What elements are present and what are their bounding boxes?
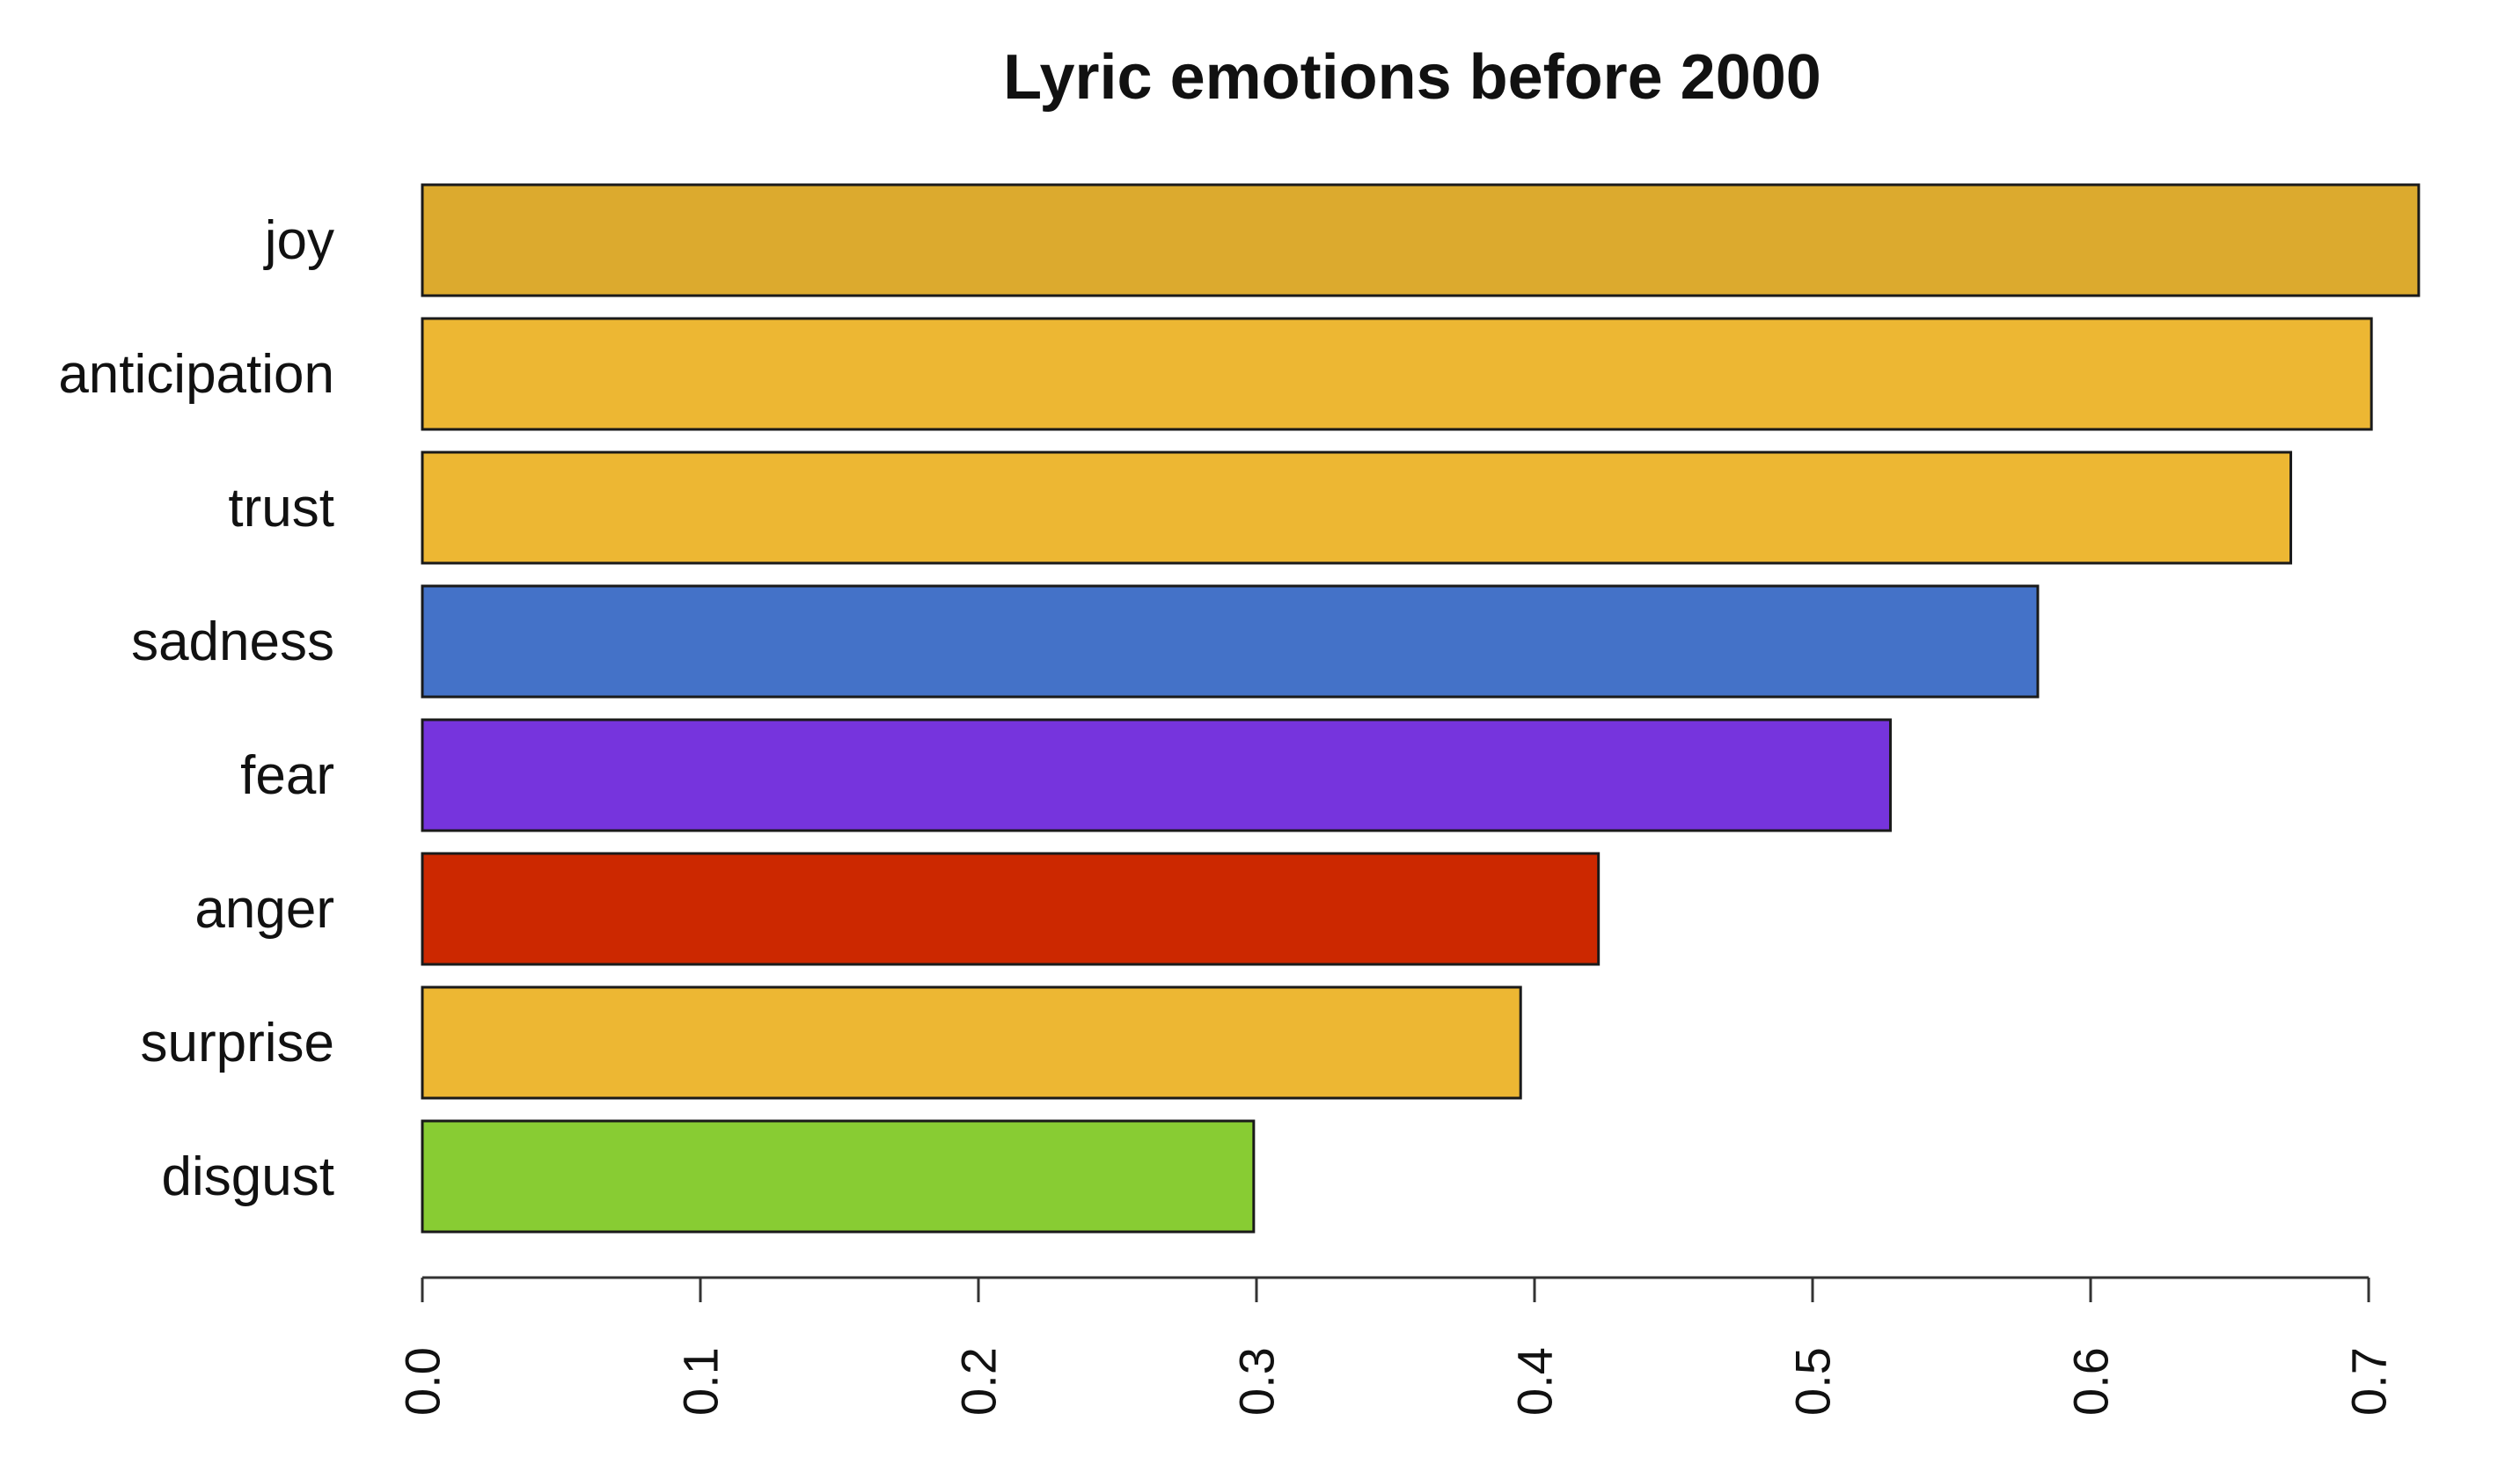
x-axis: 0.0 0.1 0.2 0.3 0.4 0.5 0.6 0.7 [395,1276,2397,1416]
bar-disgust [421,1119,1256,1234]
category-labels-group: joy anticipation trust sadness fear anger surp… [58,210,334,1207]
category-label-sadness: sadness [131,612,334,672]
x-tick-label-0.1: 0.1 [673,1347,729,1416]
category-label-anger: anger [194,879,334,940]
x-tick-label-0.2: 0.2 [951,1347,1007,1416]
category-label-fear: fear [240,745,334,806]
bar-sadness [421,584,2040,699]
bar-surprise [421,985,1522,1100]
bar-trust [421,450,2293,565]
x-tick-label-0.0: 0.0 [395,1347,451,1416]
bar-fear [421,718,1892,832]
bar-joy [421,183,2421,297]
x-tick-label-0.4: 0.4 [1507,1347,1563,1416]
category-label-disgust: disgust [162,1146,334,1207]
x-tick-label-0.5: 0.5 [1785,1347,1841,1416]
x-tick-label-0.6: 0.6 [2063,1347,2119,1416]
category-label-trust: trust [228,478,334,538]
category-label-joy: joy [263,210,334,271]
chart-title: Lyric emotions before 2000 [1003,42,1821,113]
bar-anticipation [421,317,2373,431]
x-tick-label-0.7: 0.7 [2341,1347,2397,1416]
bar-anger [421,852,1601,966]
bars-group [421,183,2421,1234]
category-label-surprise: surprise [140,1013,334,1073]
category-label-anticipation: anticipation [58,344,334,405]
x-tick-label-0.3: 0.3 [1229,1347,1285,1416]
